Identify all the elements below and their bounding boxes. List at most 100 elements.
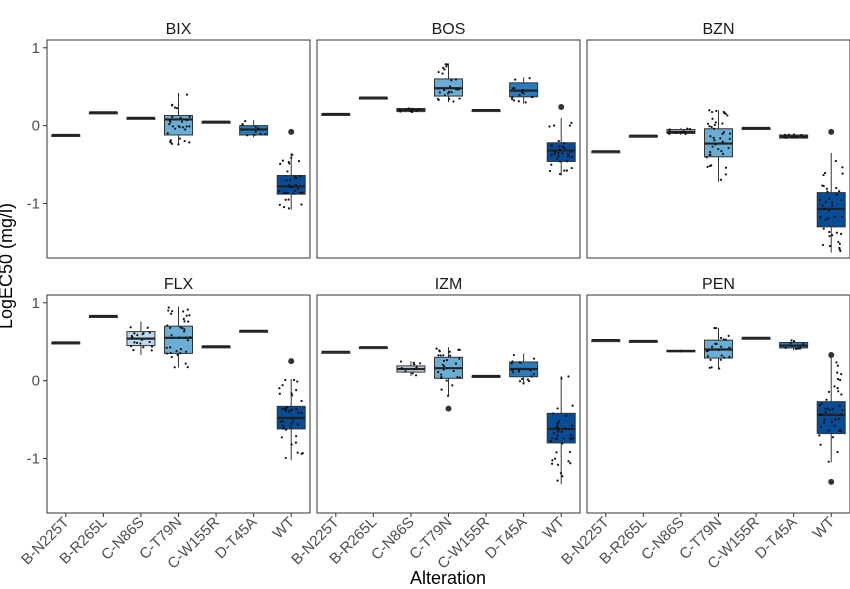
- jitter-point: [448, 97, 451, 101]
- jitter-point: [294, 183, 298, 186]
- jitter-point: [281, 384, 284, 387]
- box-c-w155r: [741, 126, 771, 130]
- jitter-point: [709, 358, 712, 362]
- jitter-point: [450, 91, 453, 94]
- jitter-point: [411, 110, 414, 114]
- jitter-point: [674, 131, 678, 134]
- jitter-point: [824, 218, 827, 221]
- jitter-point: [171, 103, 174, 106]
- jitter-point: [438, 91, 441, 94]
- jitter-point: [710, 348, 714, 351]
- jitter-point: [449, 354, 452, 357]
- jitter-point: [443, 365, 446, 368]
- jitter-point: [165, 346, 168, 349]
- outlier-point: [828, 128, 835, 135]
- jitter-point: [684, 132, 687, 135]
- jitter-point: [169, 312, 173, 315]
- jitter-point: [840, 215, 844, 218]
- jitter-point: [185, 350, 188, 353]
- jitter-point: [838, 242, 841, 245]
- jitter-point: [724, 112, 727, 115]
- jitter-point: [292, 378, 296, 382]
- jitter-point: [442, 354, 445, 357]
- y-tick-label: 0: [32, 373, 40, 390]
- jitter-point: [557, 154, 560, 157]
- jitter-point: [189, 336, 192, 339]
- jitter-point: [707, 349, 710, 352]
- jitter-point: [179, 116, 182, 119]
- jitter-point: [150, 349, 153, 352]
- jitter-point: [719, 336, 723, 340]
- jitter-point: [300, 399, 303, 403]
- jitter-point: [720, 354, 723, 357]
- jitter-point: [561, 442, 564, 445]
- jitter-point: [668, 132, 671, 135]
- jitter-point: [824, 407, 827, 410]
- jitter-point: [169, 351, 172, 355]
- panel-title: FLX: [164, 276, 194, 293]
- jitter-point: [456, 375, 459, 379]
- jitter-point: [566, 155, 570, 158]
- jitter-point: [182, 310, 185, 313]
- box-d-t45a: [509, 353, 539, 385]
- box-b-n225t: [51, 133, 81, 137]
- jitter-point: [828, 230, 831, 234]
- jitter-point: [792, 340, 796, 343]
- jitter-point: [554, 457, 557, 460]
- box-c-t79n: [434, 63, 463, 103]
- jitter-point: [724, 338, 727, 341]
- jitter-point: [722, 131, 725, 134]
- jitter-point: [796, 347, 799, 350]
- box-b-r265l: [358, 346, 388, 350]
- jitter-point: [181, 326, 184, 330]
- jitter-point: [186, 339, 190, 342]
- jitter-point: [783, 135, 786, 138]
- jitter-point: [280, 436, 283, 439]
- jitter-point: [178, 125, 181, 128]
- box-wt: [546, 375, 576, 485]
- jitter-point: [179, 352, 182, 355]
- jitter-point: [522, 92, 525, 95]
- box-wt: [816, 128, 846, 253]
- jitter-point: [714, 121, 717, 124]
- jitter-point: [710, 125, 713, 129]
- jitter-point: [510, 362, 513, 365]
- jitter-point: [565, 169, 569, 172]
- jitter-point: [454, 362, 458, 365]
- jitter-point: [728, 137, 731, 141]
- jitter-point: [822, 227, 825, 230]
- jitter-point: [170, 355, 173, 359]
- jitter-point: [437, 370, 440, 374]
- jitter-point: [727, 146, 730, 150]
- jitter-point: [563, 142, 566, 145]
- jitter-point: [259, 132, 262, 135]
- jitter-point: [167, 309, 170, 312]
- jitter-point: [440, 388, 443, 391]
- panel-title: BIX: [166, 21, 192, 38]
- jitter-point: [532, 372, 536, 376]
- jitter-point: [682, 130, 685, 133]
- jitter-point: [418, 108, 421, 111]
- box-b-r265l: [358, 96, 388, 100]
- jitter-point: [726, 114, 729, 117]
- jitter-point: [171, 310, 174, 313]
- jitter-point: [183, 320, 186, 323]
- jitter-point: [823, 171, 827, 175]
- jitter-point: [279, 162, 282, 165]
- jitter-point: [291, 153, 294, 156]
- jitter-point: [560, 377, 563, 380]
- jitter-point: [445, 65, 448, 68]
- jitter-point: [443, 94, 447, 97]
- jitter-point: [287, 410, 291, 413]
- jitter-point: [297, 187, 300, 190]
- jitter-point: [448, 85, 452, 88]
- jitter-point: [800, 133, 803, 137]
- jitter-point: [713, 127, 716, 130]
- jitter-point: [398, 109, 401, 112]
- box-b-n225t: [591, 150, 621, 154]
- jitter-point: [169, 140, 172, 143]
- y-tick-label: 0: [32, 118, 40, 135]
- jitter-point: [711, 117, 714, 120]
- jitter-point: [822, 173, 825, 177]
- jitter-point: [170, 142, 174, 145]
